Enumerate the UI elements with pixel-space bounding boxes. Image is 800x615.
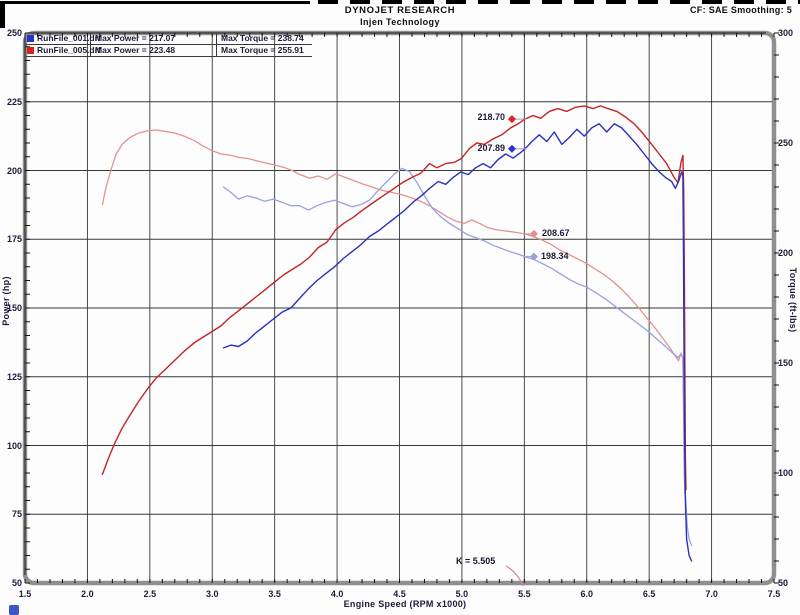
page-title: DYNOJET RESEARCH (344, 5, 456, 16)
callout-blue-torque-value: 198.34 (541, 251, 569, 261)
x-axis-tick-label: 5.0 (455, 589, 469, 599)
cursor-rpm-label: K = 5.505 (456, 556, 496, 566)
x-axis-tick-label: 3.5 (268, 589, 281, 599)
callout-diamond-marker (529, 229, 538, 238)
run-005-max-power: Max Power = 223.48 (91, 45, 217, 56)
left-axis-tick-label: 200 (6, 165, 22, 176)
left-axis-tick-label: 150 (6, 303, 22, 313)
callout-red-torque-value: 208.67 (542, 228, 570, 238)
right-axis-title: Torque (ft-lbs) (788, 267, 798, 333)
legend-row-runfile-001: RunFile_001.drf Max Power = 217.07 Max T… (26, 33, 312, 45)
page-subtitle: Injen Technology (360, 17, 440, 27)
left-axis-tick-label: 75 (11, 509, 22, 520)
x-axis-title: Engine Speed (RPM x1000) (343, 599, 467, 609)
scan-artifact-blue-icon (9, 605, 19, 615)
callout-red-power-value: 218.70 (477, 112, 505, 122)
x-axis-tick-label: 4.5 (393, 589, 406, 599)
x-axis-tick-label: 7.5 (767, 589, 781, 599)
callout-blue-power-value: 207.89 (477, 143, 505, 153)
cursor-leader-line (505, 565, 524, 587)
legend-row-runfile-005: RunFile_005.drf Max Power = 223.48 Max T… (26, 45, 312, 57)
curve-runfile_005-torque (101, 129, 687, 501)
curve-runfile_005-power (101, 105, 687, 491)
left-axis-tick-label: 175 (6, 234, 22, 245)
right-axis-tick-label: 200 (778, 248, 794, 258)
left-axis-tick-label: 250 (6, 28, 22, 38)
x-axis-tick-label: 6.0 (580, 589, 593, 599)
run-001-color-marker (27, 35, 34, 42)
x-axis-tick-label: 2.5 (143, 589, 157, 599)
left-axis-title: Power (hp) (1, 276, 11, 326)
run-001-filename: RunFile_001.drf (37, 33, 101, 44)
correction-smoothing-label: CF: SAE Smoothing: 5 (690, 5, 792, 15)
callout-diamond-marker (507, 144, 516, 153)
run-001-max-power: Max Power = 217.07 (91, 33, 217, 44)
x-axis-tick-label: 1.5 (18, 589, 32, 599)
left-axis-tick-label: 50 (11, 578, 22, 588)
right-axis-tick-label: 300 (778, 28, 794, 38)
x-axis-tick-label: 6.5 (642, 589, 656, 599)
scan-artifact-top-line (0, 1, 310, 4)
right-axis-tick-label: 50 (778, 578, 789, 588)
left-axis-tick-label: 125 (6, 371, 22, 382)
right-axis-tick-label: 250 (778, 138, 794, 148)
right-axis-tick-label: 150 (778, 358, 794, 368)
x-axis-tick-label: 7.0 (705, 589, 718, 599)
curve-runfile_001-torque (222, 167, 693, 547)
run-005-max-torque: Max Torque = 255.91 (221, 45, 304, 55)
left-axis-tick-label: 225 (6, 96, 22, 107)
x-axis-tick-label: 2.0 (81, 589, 94, 599)
scan-artifact-corner-mark (0, 2, 5, 28)
curve-runfile_001-power (222, 123, 693, 562)
run-005-filename: RunFile_005.drf (37, 45, 101, 56)
run-legend: RunFile_001.drf Max Power = 217.07 Max T… (26, 33, 312, 57)
left-axis-tick-label: 100 (6, 440, 22, 451)
x-axis-tick-label: 3.0 (205, 589, 219, 599)
run-005-color-marker (27, 47, 34, 54)
right-axis-tick-label: 100 (778, 468, 794, 478)
run-001-max-torque: Max Torque = 238.74 (221, 33, 304, 43)
callout-diamond-marker (529, 252, 538, 261)
scan-artifact-top-dashes (318, 0, 800, 4)
x-axis-tick-label: 4.0 (330, 589, 344, 599)
x-axis-tick-label: 5.5 (518, 589, 531, 599)
callout-diamond-marker (507, 115, 516, 124)
